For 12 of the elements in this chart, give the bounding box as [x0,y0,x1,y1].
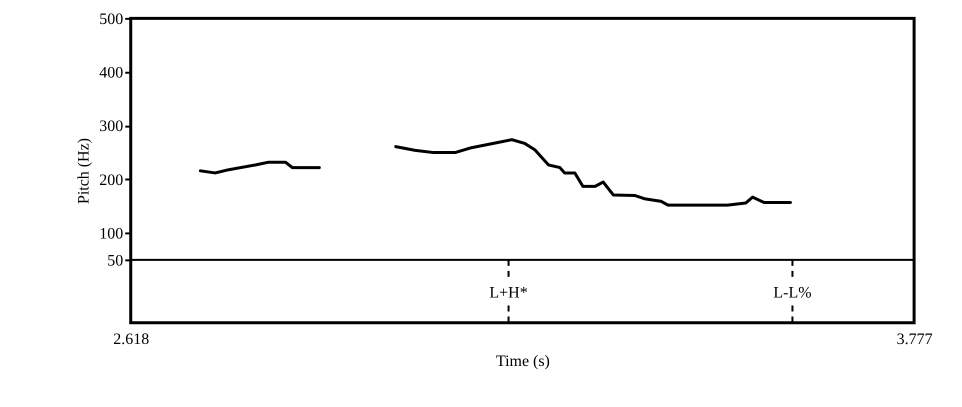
y-tick-label: 100 [99,226,124,243]
y-tick-label: 400 [99,64,124,82]
x-axis-title: Time (s) [496,353,550,370]
x-tick-label: 2.618 [113,331,150,348]
y-tick-label: 500 [99,10,124,28]
x-tick-label: 3.777 [896,331,933,348]
ref-line-label: L+H* [489,284,528,302]
y-tick-label: 300 [99,118,124,136]
y-tick-label: 50 [107,252,124,270]
y-tick-label: 200 [99,172,124,189]
ref-line-label: L-L% [773,284,812,302]
y-axis-title: Pitch (Hz) [75,138,92,204]
